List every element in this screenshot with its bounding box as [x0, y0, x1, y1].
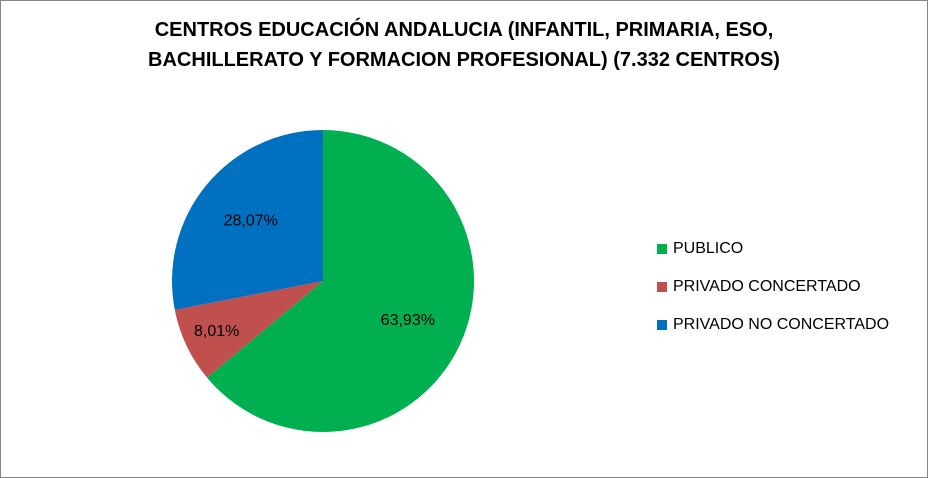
legend-label-privado-concertado: PRIVADO CONCERTADO: [673, 278, 861, 295]
chart-title-line-1: CENTROS EDUCACIÓN ANDALUCIA (INFANTIL, P…: [154, 19, 774, 41]
pie-slice-privado-concertado: [174, 281, 323, 378]
legend-item-publico: PUBLICO: [657, 230, 889, 268]
legend-label-privado-no-concertado: PRIVADO NO CONCERTADO: [673, 316, 890, 333]
chart-title: CENTROS EDUCACIÓN ANDALUCIA (INFANTIL, P…: [1, 15, 927, 75]
legend-label-publico: PUBLICO: [673, 240, 744, 257]
legend-swatch-publico: [657, 244, 667, 254]
legend-swatch-privado-no-concertado: [657, 320, 667, 330]
data-label-privado-no-concertado: 28,07%: [224, 213, 278, 230]
legend: PUBLICO PRIVADO CONCERTADO PRIVADO NO CO…: [657, 230, 889, 344]
pie-slice-privado-no-concertado: [172, 130, 323, 310]
data-label-privado-concertado: 8,01%: [194, 323, 239, 340]
legend-swatch-privado-concertado: [657, 282, 667, 292]
pie-slice-publico: [207, 130, 474, 433]
legend-item-privado-concertado: PRIVADO CONCERTADO: [657, 268, 889, 306]
legend-item-privado-no-concertado: PRIVADO NO CONCERTADO: [657, 306, 889, 344]
data-label-publico: 63,93%: [381, 312, 435, 329]
chart-title-line-2: BACHILLERATO Y FORMACION PROFESIONAL) (7…: [148, 49, 780, 71]
